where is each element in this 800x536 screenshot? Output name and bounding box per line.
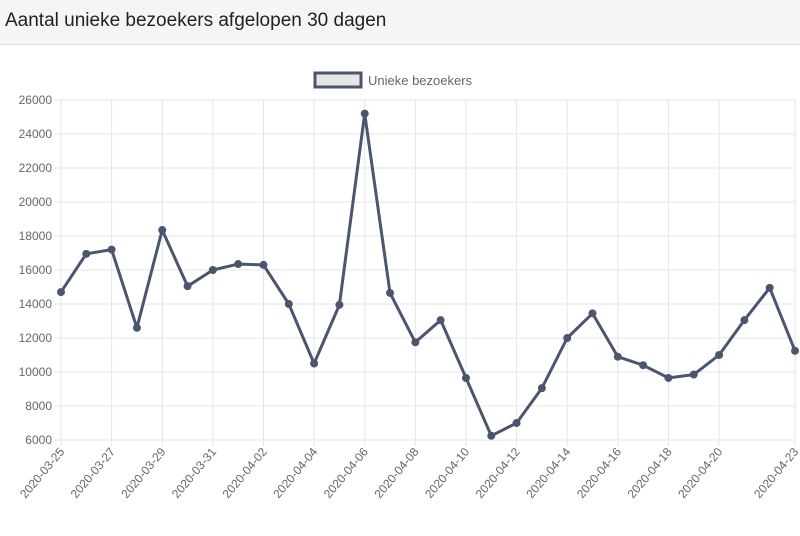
data-point[interactable] <box>57 288 65 297</box>
legend[interactable]: Unieke bezoekers <box>313 71 473 89</box>
visitors-line-chart: 6000 8000 10000 12000 14000 16000 18000 20000 22… <box>17 71 800 501</box>
x-tick-label: 2020-04-12 <box>473 445 523 501</box>
y-tick-label: 6000 <box>25 433 52 447</box>
data-point[interactable] <box>183 282 192 291</box>
data-point[interactable] <box>284 300 293 308</box>
y-tick-label: 20000 <box>19 195 53 209</box>
x-tick-label: 2020-04-06 <box>321 445 371 501</box>
y-tick-label: 18000 <box>19 229 53 243</box>
x-axis: 2020-03-25 2020-03-27 2020-03-29 2020-03-31… <box>17 445 800 501</box>
data-point[interactable] <box>335 300 344 309</box>
data-point[interactable] <box>740 316 749 325</box>
y-tick-label: 10000 <box>19 365 53 379</box>
data-point[interactable] <box>259 260 268 269</box>
y-tick-label: 16000 <box>19 263 53 277</box>
x-tick-label: 2020-04-04 <box>270 445 320 501</box>
data-point[interactable] <box>639 361 648 370</box>
data-point[interactable] <box>588 309 597 318</box>
series-line <box>59 112 797 438</box>
data-point[interactable] <box>563 334 572 342</box>
x-tick-label: 2020-04-20 <box>675 445 725 501</box>
data-point[interactable] <box>461 373 470 382</box>
data-point[interactable] <box>107 245 116 254</box>
x-tick-label: 2020-04-08 <box>371 445 421 501</box>
y-tick-label: 22000 <box>19 161 53 175</box>
y-tick-label: 8000 <box>25 399 52 413</box>
data-point[interactable] <box>360 109 369 118</box>
y-tick-label: 12000 <box>19 331 53 345</box>
y-tick-label: 14000 <box>19 297 53 311</box>
data-point[interactable] <box>436 316 445 325</box>
legend-label[interactable]: Unieke bezoekers <box>368 73 473 88</box>
data-point[interactable] <box>689 370 698 379</box>
data-point[interactable] <box>791 346 799 355</box>
data-point[interactable] <box>158 226 167 235</box>
y-tick-label: 26000 <box>19 93 53 107</box>
x-tick-label: 2020-04-16 <box>574 445 624 501</box>
x-tick-label: 2020-04-18 <box>625 445 675 501</box>
data-point[interactable] <box>715 351 724 359</box>
x-tick-label: 2020-03-27 <box>68 445 118 501</box>
data-point[interactable] <box>310 359 319 368</box>
series-unieke-bezoekers <box>57 109 799 440</box>
panel-title: Aantal unieke bezoekers afgelopen 30 dag… <box>5 10 387 31</box>
data-point[interactable] <box>82 249 91 258</box>
data-point[interactable] <box>613 352 622 361</box>
x-tick-label: 2020-04-23 <box>751 445 800 501</box>
data-point[interactable] <box>234 260 243 269</box>
x-tick-label: 2020-04-14 <box>523 445 573 501</box>
data-point[interactable] <box>487 431 496 440</box>
y-axis: 6000 8000 10000 12000 14000 16000 18000 20000 22… <box>19 93 53 447</box>
y-tick-label: 24000 <box>19 127 53 141</box>
data-point[interactable] <box>537 384 546 393</box>
data-point[interactable] <box>512 419 521 427</box>
x-tick-label: 2020-04-10 <box>422 445 472 501</box>
x-tick-label: 2020-03-25 <box>17 445 67 501</box>
data-point[interactable] <box>208 266 217 274</box>
legend-swatch[interactable] <box>313 71 363 89</box>
data-point[interactable] <box>765 283 774 292</box>
x-tick-label: 2020-03-29 <box>118 445 168 501</box>
data-point[interactable] <box>411 338 420 347</box>
grid-lines <box>55 99 796 446</box>
data-point[interactable] <box>664 373 673 382</box>
x-tick-label: 2020-03-31 <box>169 445 219 501</box>
panel-header: Aantal unieke bezoekers afgelopen 30 dag… <box>0 0 800 45</box>
data-point[interactable] <box>132 323 141 332</box>
data-point[interactable] <box>386 288 395 297</box>
x-tick-label: 2020-04-02 <box>220 445 270 501</box>
